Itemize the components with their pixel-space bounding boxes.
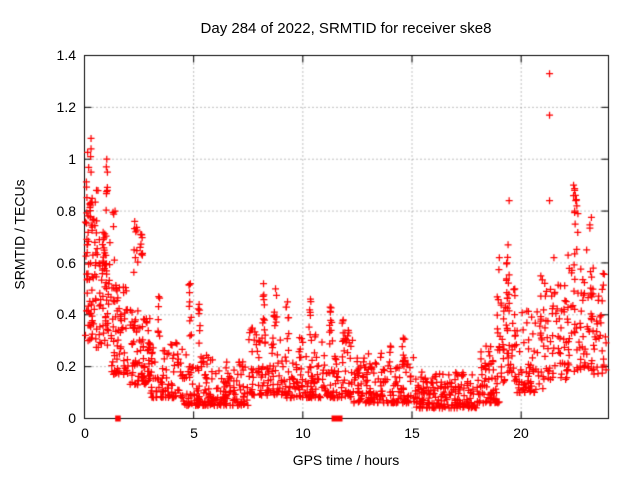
y-tick-label: 0.4 [56, 306, 76, 322]
x-tick-label: 5 [190, 425, 198, 441]
y-tick-label: 1 [68, 151, 76, 167]
y-tick-label: 0 [68, 410, 76, 426]
y-tick-label: 0.2 [56, 358, 76, 374]
x-axis-label: GPS time / hours [292, 452, 400, 468]
x-tick-label: 0 [81, 425, 89, 441]
y-tick-label: 0.8 [56, 203, 76, 219]
x-tick-label: 20 [513, 425, 529, 441]
x-tick-label: 15 [404, 425, 420, 441]
y-tick-label: 0.6 [56, 255, 76, 271]
y-tick-label: 1.2 [56, 99, 76, 115]
y-axis-label: SRMTID / TECUs [11, 179, 28, 290]
y-tick-label: 1.4 [56, 47, 76, 63]
x-tick-label: 10 [295, 425, 311, 441]
